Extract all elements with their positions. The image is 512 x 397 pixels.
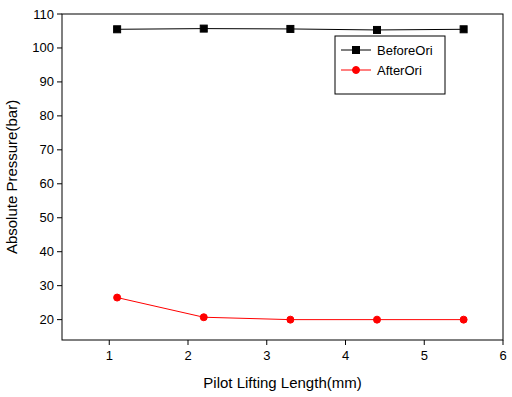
- y-tick: [57, 115, 62, 116]
- data-point: [287, 25, 294, 32]
- data-point: [374, 26, 381, 33]
- y-tick: [57, 14, 62, 15]
- data-point: [287, 316, 294, 323]
- legend-label: AfterOri: [377, 63, 422, 78]
- y-tick-label: 30: [40, 278, 54, 293]
- y-tick-label: 110: [33, 7, 54, 22]
- data-point: [200, 25, 207, 32]
- y-tick: [57, 149, 62, 150]
- y-tick: [57, 183, 62, 184]
- x-tick: [266, 340, 267, 345]
- y-tick-label: 50: [40, 210, 54, 225]
- y-tick: [57, 47, 62, 48]
- data-point: [460, 26, 467, 33]
- y-tick: [57, 319, 62, 320]
- chart: 1 2 3 4 5 6 20 30 40 50 60 70 80 90 100 110 Pilot Liftin…: [0, 0, 512, 397]
- y-axis-label: Absolute Pressure(bar): [3, 100, 20, 254]
- x-axis-label: Pilot Lifting Length(mm): [203, 374, 361, 391]
- y-tick-label: 90: [40, 74, 54, 89]
- data-point: [460, 316, 467, 323]
- data-point: [374, 316, 381, 323]
- data-point: [200, 314, 207, 321]
- y-tick: [57, 285, 62, 286]
- y-tick: [57, 251, 62, 252]
- data-point: [114, 26, 121, 33]
- data-point: [114, 294, 121, 301]
- x-tick: [503, 340, 504, 345]
- plot-area: [114, 25, 468, 323]
- y-tick-label: 80: [40, 108, 54, 123]
- x-tick-label: 5: [421, 348, 428, 363]
- x-tick-label: 6: [499, 348, 506, 363]
- y-tick-label: 40: [40, 244, 54, 259]
- x-tick-label: 4: [342, 348, 349, 363]
- legend-marker: [353, 67, 360, 74]
- x-tick: [188, 340, 189, 345]
- x-tick: [345, 340, 346, 345]
- y-tick-label: 60: [40, 176, 54, 191]
- x-tick: [109, 340, 110, 345]
- legend-marker: [353, 47, 360, 54]
- x-tick-label: 1: [106, 348, 113, 363]
- legend-label: BeforeOri: [377, 43, 433, 58]
- x-tick: [424, 340, 425, 345]
- x-tick-label: 3: [263, 348, 270, 363]
- y-tick: [57, 81, 62, 82]
- legend-box: [335, 36, 445, 94]
- y-tick: [57, 217, 62, 218]
- y-tick-label: 70: [40, 142, 54, 157]
- plot-frame: [62, 14, 503, 340]
- x-tick-label: 2: [184, 348, 191, 363]
- y-tick-label: 100: [32, 40, 54, 55]
- y-tick-label: 20: [40, 312, 54, 327]
